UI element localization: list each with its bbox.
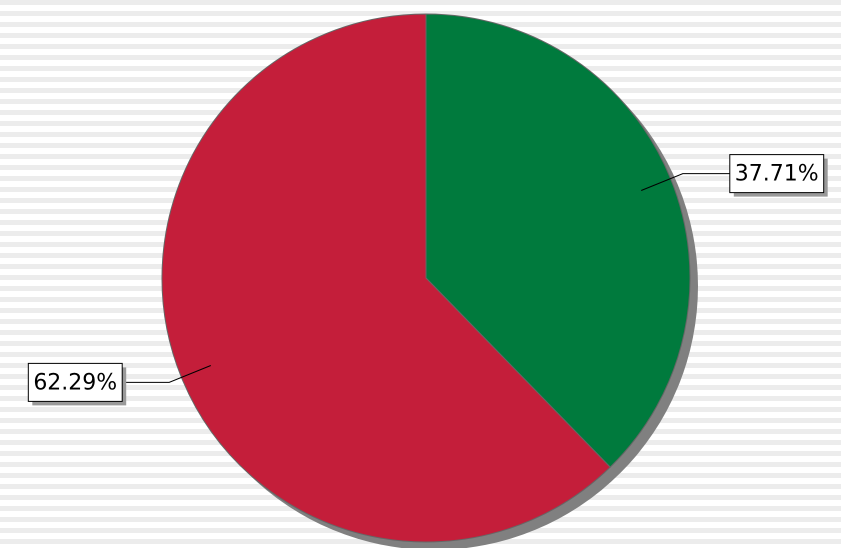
leader-line bbox=[641, 173, 730, 191]
label-box bbox=[729, 154, 825, 194]
data-label: 37.71% bbox=[735, 162, 819, 187]
label-box bbox=[27, 362, 123, 402]
data-label: 62.29% bbox=[33, 370, 117, 395]
leader-line bbox=[122, 365, 211, 383]
